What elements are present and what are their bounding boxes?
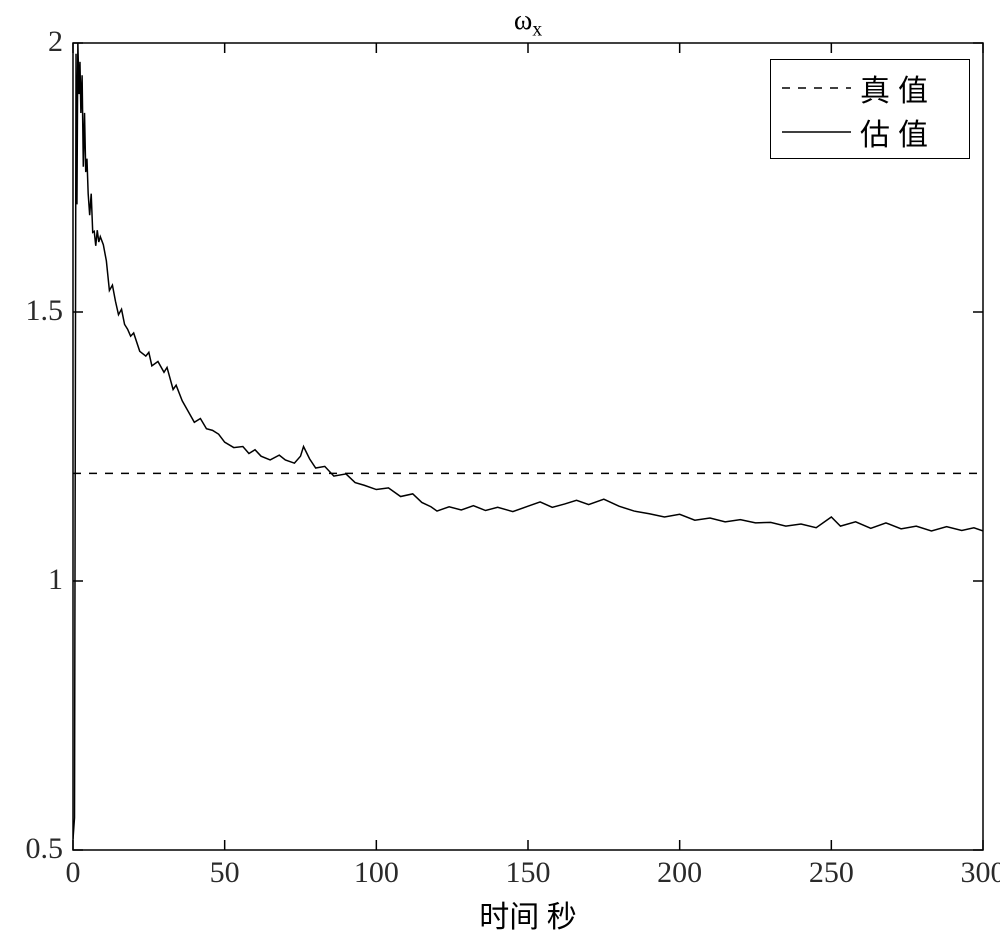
y-tick-label: 1.5	[26, 294, 64, 328]
legend-swatch	[779, 117, 854, 147]
series-line-1	[73, 43, 983, 839]
y-tick-label: 2	[48, 25, 63, 59]
axes-group	[73, 43, 983, 850]
series-group	[73, 43, 983, 839]
x-tick-label: 0	[66, 856, 81, 890]
x-tick-label: 50	[210, 856, 240, 890]
legend-item: 真值	[779, 66, 961, 110]
legend-swatch	[779, 73, 854, 103]
legend-label: 估值	[854, 110, 936, 154]
x-axis-label: 时间 秒	[73, 892, 983, 936]
y-tick-label: 1	[48, 563, 63, 597]
x-tick-label: 250	[809, 856, 854, 890]
x-tick-label: 200	[657, 856, 702, 890]
x-tick-label: 300	[961, 856, 1000, 890]
legend-label: 真值	[854, 66, 936, 110]
legend-item: 估值	[779, 110, 961, 154]
x-tick-label: 100	[354, 856, 399, 890]
y-tick-label: 0.5	[26, 832, 64, 866]
x-tick-label: 150	[506, 856, 551, 890]
legend: 真值估值	[770, 59, 970, 159]
chart-container: ωx 0.511.52 050100150200250300 时间 秒 真值估值	[0, 0, 1000, 931]
